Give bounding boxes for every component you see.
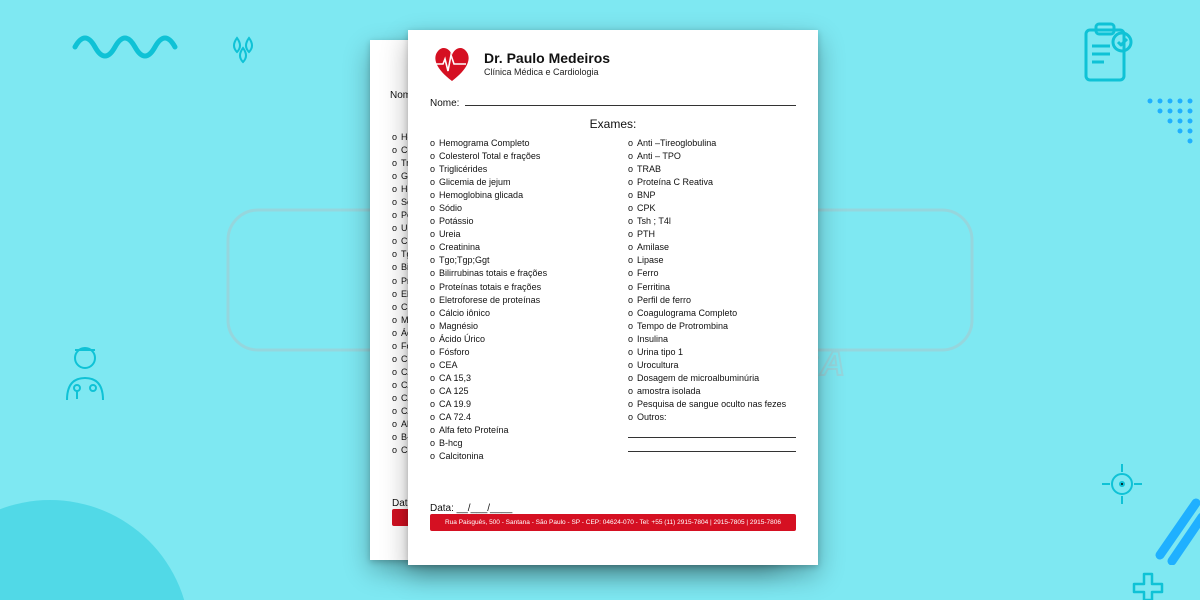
exam-item: oMagnésio [430,320,598,333]
exam-item: oTRAB [628,163,796,176]
exam-item: oCálcio iônico [430,307,598,320]
doctor-icon [55,340,115,410]
exam-item: oProteína C Reativa [628,176,796,189]
exam-item: oPTH [628,228,796,241]
exam-item: oAmilase [628,241,796,254]
exam-item: oAnti –Tireoglobulina [628,137,796,150]
exam-col-1: oHemograma CompletooColesterol Total e f… [430,137,598,497]
exam-col-2: oAnti –TireoglobulinaoAnti – TPOoTRABoPr… [628,137,796,497]
exam-item: oCreatinina [430,241,598,254]
target-icon [1098,460,1146,508]
exam-item: oCEA [430,359,598,372]
heart-ekg-icon [430,44,474,84]
exam-item: oFósforo [430,346,598,359]
name-label: Nome: [430,98,459,109]
date-line: Data: __/___/____ [430,503,796,514]
exam-item: oPotássio [430,215,598,228]
exam-item: oUrina tipo 1 [628,346,796,359]
exam-item: oPerfil de ferro [628,294,796,307]
footer-bar: Rua Paisguês, 500 - Santana - São Paulo … [430,514,796,531]
exam-item: oColesterol Total e frações [430,150,598,163]
exam-item: oFerritina [628,281,796,294]
exam-item: oTriglicérides [430,163,598,176]
drops-icon [225,30,265,70]
exam-item: oCPK [628,202,796,215]
exam-item: oCalcitonina [430,450,598,463]
exam-item: oCA 15,3 [430,372,598,385]
exam-item: oSódio [430,202,598,215]
exam-item: oTgo;Tgp;Ggt [430,254,598,267]
exam-item: oGlicemia de jejum [430,176,598,189]
doctor-subtitle: Clínica Médica e Cardiologia [484,67,610,77]
exam-item: oCoagulograma Completo [628,307,796,320]
exam-item: oUrocultura [628,359,796,372]
write-in-line[interactable] [628,441,796,452]
exam-item: oÁcido Úrico [430,333,598,346]
stage: MCArt GRÁFICA Nome: oHeroColoTrigoGlicoH… [0,0,1200,600]
exam-item: oAnti – TPO [628,150,796,163]
section-title: Exames: [430,117,796,131]
exam-item: oEletroforese de proteínas [430,294,598,307]
exam-item: oProteínas totais e frações [430,281,598,294]
squiggle-deco [70,22,190,62]
prescription-sheet-front: Dr. Paulo Medeiros Clínica Médica e Card… [408,30,818,565]
exam-item: oInsulina [628,333,796,346]
exam-item: oUreia [430,228,598,241]
exam-item: oBilirrubinas totais e frações [430,267,598,280]
exam-item: oamostra isolada [628,385,796,398]
exam-item: oTsh ; T4l [628,215,796,228]
exam-item: oFerro [628,267,796,280]
exam-item: oCA 72.4 [430,411,598,424]
stripes-deco [1152,495,1200,565]
exam-item: oOutros: [628,411,796,424]
write-in-line[interactable] [628,427,796,438]
triangle-dots [1135,95,1200,160]
name-input-line[interactable] [465,96,796,106]
exam-columns: oHemograma CompletooColesterol Total e f… [430,137,796,497]
exam-item: oHemoglobina glicada [430,189,598,202]
exam-item: oHemograma Completo [430,137,598,150]
exam-item: oPesquisa de sangue oculto nas fezes [628,398,796,411]
exam-item: oDosagem de microalbuminúria [628,372,796,385]
clipboard-check-icon [1078,20,1138,90]
exam-item: oBNP [628,189,796,202]
exam-item: oLipase [628,254,796,267]
patient-name-row: Nome: [430,96,796,109]
exam-item: oCA 19.9 [430,398,598,411]
corner-circle [0,480,210,600]
doctor-name: Dr. Paulo Medeiros [484,51,610,66]
exam-item: oCA 125 [430,385,598,398]
letterhead: Dr. Paulo Medeiros Clínica Médica e Card… [430,44,796,84]
exam-item: oTempo de Protrombina [628,320,796,333]
exam-item: oB-hcg [430,437,598,450]
exam-item: oAlfa feto Proteína [430,424,598,437]
plus-icon [1130,572,1166,600]
